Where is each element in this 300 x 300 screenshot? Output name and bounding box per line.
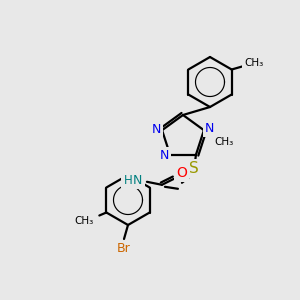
Text: H: H bbox=[124, 174, 132, 187]
Text: O: O bbox=[176, 166, 188, 180]
Text: CH₃: CH₃ bbox=[214, 137, 233, 147]
Text: N: N bbox=[159, 149, 169, 162]
Text: N: N bbox=[205, 122, 214, 135]
Text: Br: Br bbox=[117, 242, 131, 256]
Text: N: N bbox=[133, 174, 142, 187]
Text: CH₃: CH₃ bbox=[75, 215, 94, 226]
Text: N: N bbox=[152, 123, 161, 136]
Text: S: S bbox=[189, 161, 199, 176]
Text: CH₃: CH₃ bbox=[244, 58, 263, 68]
